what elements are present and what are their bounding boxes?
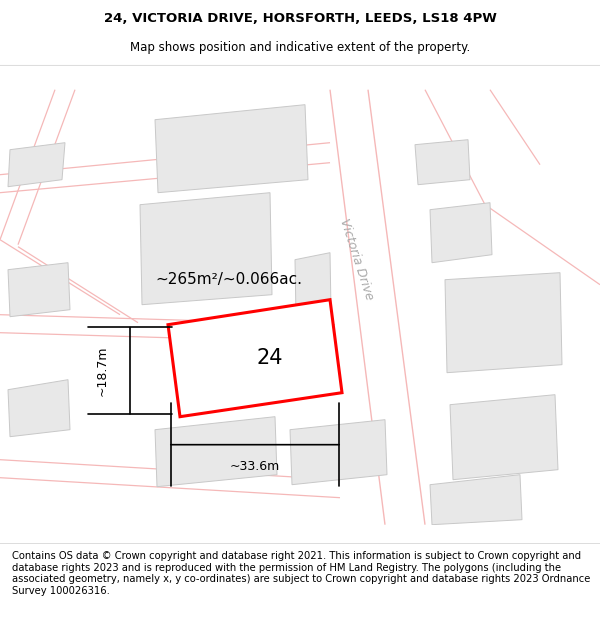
Polygon shape — [168, 299, 342, 417]
Text: ~33.6m: ~33.6m — [230, 460, 280, 473]
Polygon shape — [415, 140, 470, 185]
Polygon shape — [295, 253, 331, 317]
Polygon shape — [430, 202, 492, 262]
Polygon shape — [155, 104, 308, 192]
Polygon shape — [290, 420, 387, 484]
Polygon shape — [140, 192, 272, 304]
Polygon shape — [155, 417, 277, 487]
Polygon shape — [8, 142, 65, 187]
Text: ~265m²/~0.066ac.: ~265m²/~0.066ac. — [155, 272, 302, 288]
Text: 24, VICTORIA DRIVE, HORSFORTH, LEEDS, LS18 4PW: 24, VICTORIA DRIVE, HORSFORTH, LEEDS, LS… — [104, 12, 496, 25]
Text: Victoria Drive: Victoria Drive — [337, 217, 376, 302]
Polygon shape — [8, 379, 70, 437]
Text: ~18.7m: ~18.7m — [95, 346, 109, 396]
Polygon shape — [445, 272, 562, 372]
Polygon shape — [430, 474, 522, 524]
Text: Map shows position and indicative extent of the property.: Map shows position and indicative extent… — [130, 41, 470, 54]
Text: Contains OS data © Crown copyright and database right 2021. This information is : Contains OS data © Crown copyright and d… — [12, 551, 590, 596]
Text: 24: 24 — [257, 349, 283, 368]
Polygon shape — [450, 395, 558, 479]
Polygon shape — [8, 262, 70, 317]
